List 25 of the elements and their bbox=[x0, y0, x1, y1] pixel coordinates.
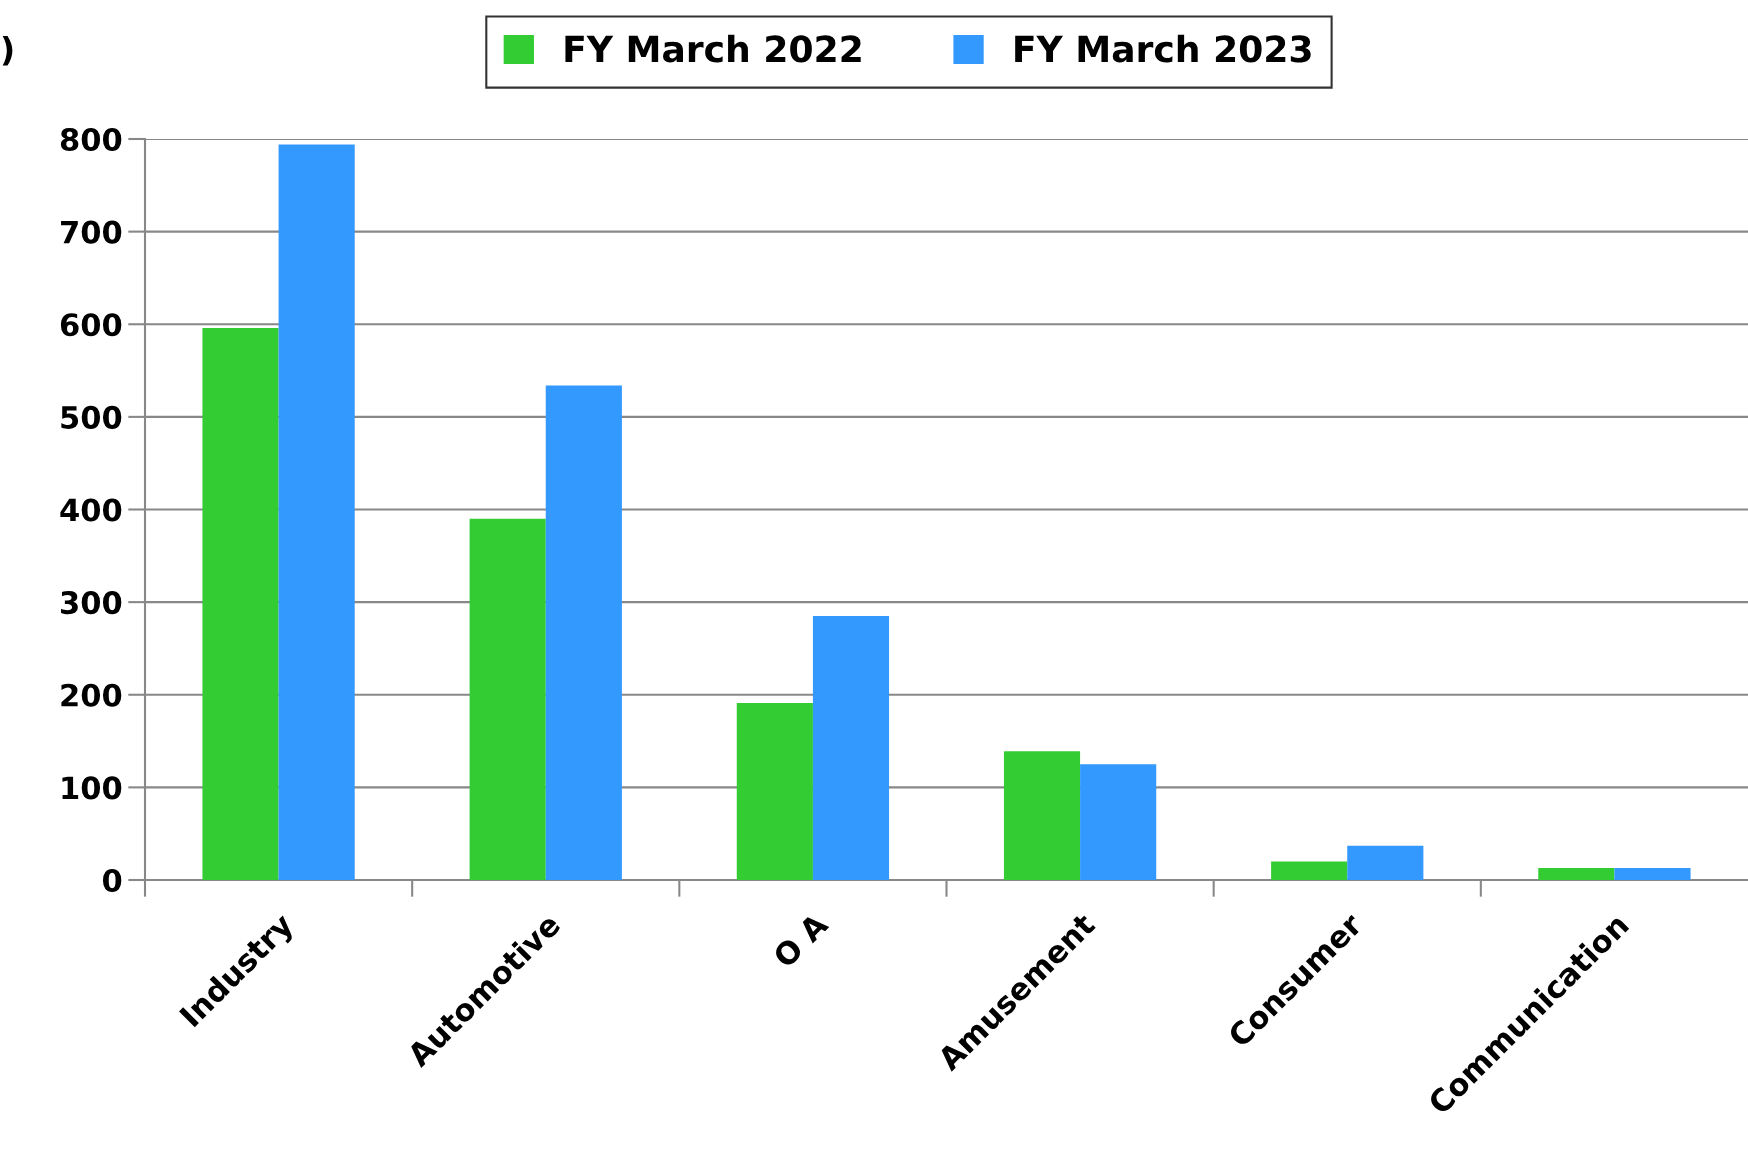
bar bbox=[469, 518, 546, 880]
y-tick-label: 400 bbox=[60, 498, 122, 522]
y-tick-label: 800 bbox=[60, 127, 122, 152]
bar bbox=[1538, 867, 1615, 880]
y-tick-label: 0 bbox=[102, 868, 122, 893]
y-tick-label: 100 bbox=[62, 776, 122, 800]
legend-label: FY March 2022 bbox=[565, 34, 861, 63]
bar bbox=[202, 327, 279, 880]
x-tick-label: O A bbox=[771, 911, 830, 969]
y-tick-label: 300 bbox=[61, 591, 122, 615]
y-tick-label: 600 bbox=[60, 313, 122, 337]
y-tick-label: 700 bbox=[61, 220, 122, 244]
bar bbox=[1347, 845, 1424, 880]
bar bbox=[545, 385, 622, 880]
bar bbox=[278, 144, 355, 880]
y-tick-label: 200 bbox=[61, 683, 122, 707]
y-tick-label: 500 bbox=[61, 405, 122, 429]
bar bbox=[1614, 867, 1691, 880]
legend-label: FY March 2023 bbox=[1015, 34, 1311, 63]
y-axis-title: ) bbox=[2, 35, 13, 66]
bar bbox=[736, 703, 813, 880]
bar bbox=[812, 616, 890, 880]
bar bbox=[1271, 861, 1348, 880]
bar bbox=[1003, 751, 1081, 880]
bar bbox=[1080, 764, 1157, 880]
